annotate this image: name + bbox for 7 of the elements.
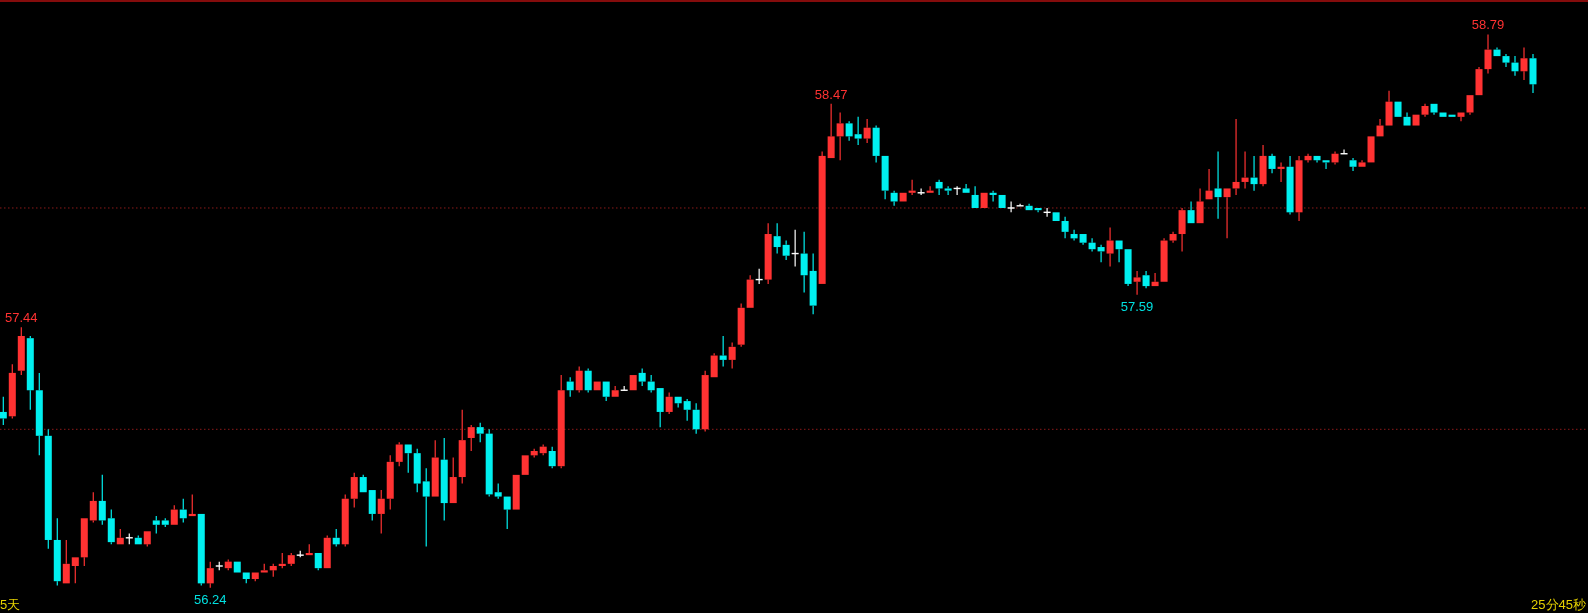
- annotation: 58.47: [814, 86, 848, 102]
- annotation: 58.79: [1471, 17, 1505, 33]
- text: 25分45秒: [1531, 597, 1586, 612]
- annotation: 57.59: [1120, 298, 1154, 314]
- annotation: 56.24: [193, 591, 227, 607]
- text: 5天: [0, 597, 21, 612]
- annotation: 57.44: [5, 310, 38, 326]
